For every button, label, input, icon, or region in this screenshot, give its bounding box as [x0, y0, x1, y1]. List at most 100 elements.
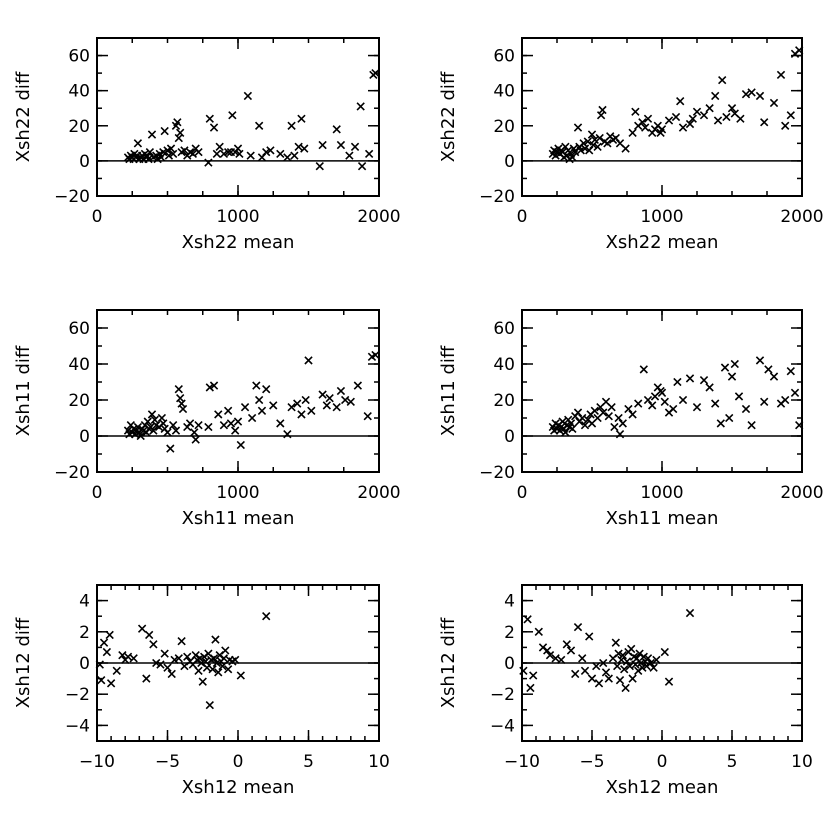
data-point [223, 147, 233, 157]
data-point [595, 133, 604, 143]
data-point [214, 668, 223, 677]
data-point [173, 118, 182, 127]
x-tick-label: 5 [303, 752, 314, 772]
data-point [611, 638, 620, 647]
data-point [218, 661, 227, 671]
y-tick-label: −4 [490, 716, 515, 736]
data-point [786, 367, 795, 376]
data-point [587, 130, 597, 139]
data-point [592, 661, 601, 671]
data-point [112, 666, 121, 675]
data-point [160, 649, 169, 658]
data-point [730, 359, 739, 369]
data-point [336, 386, 346, 396]
data-point [174, 654, 183, 663]
plot-frame [521, 309, 803, 473]
y-tick-label: 0 [79, 654, 90, 674]
x-axis-label: Xsh12 mean [606, 777, 719, 798]
data-point [231, 426, 240, 435]
data-point [205, 114, 214, 123]
data-point [194, 421, 203, 430]
data-point [580, 421, 590, 430]
data-point [685, 608, 695, 618]
data-point [211, 635, 220, 644]
data-point [587, 674, 597, 683]
x-axis-label: Xsh11 mean [182, 508, 295, 529]
data-point [356, 102, 365, 111]
data-point [171, 426, 181, 435]
data-point [601, 668, 611, 677]
data-point [147, 130, 157, 139]
data-point [168, 149, 178, 159]
data-point [543, 646, 552, 655]
data-point [332, 403, 341, 412]
data-point [657, 388, 667, 397]
data-point [95, 660, 104, 669]
x-tick-label: 1000 [216, 207, 259, 227]
data-point [190, 428, 199, 437]
data-point [643, 114, 653, 123]
data-point [180, 146, 189, 155]
data-point [545, 651, 555, 660]
data-point [747, 421, 756, 430]
data-point [223, 406, 233, 415]
y-tick-label: 2 [504, 623, 515, 643]
x-tick-label: 2000 [780, 207, 823, 227]
data-point [705, 104, 714, 113]
x-tick-label: −10 [504, 752, 540, 772]
y-tick-label: −20 [54, 187, 90, 207]
data-point [596, 111, 606, 120]
data-point [705, 383, 714, 392]
data-point [219, 421, 229, 430]
x-tick-label: 10 [368, 752, 390, 772]
y-tick-label: 60 [68, 319, 90, 339]
data-point [593, 142, 602, 152]
data-point [276, 149, 285, 159]
data-point [332, 125, 341, 134]
data-point [678, 395, 688, 405]
data-point [363, 412, 372, 421]
data-point [725, 413, 734, 423]
data-point [741, 90, 751, 99]
data-point [590, 135, 599, 144]
data-point [776, 70, 786, 80]
data-point [325, 394, 334, 403]
data-point [345, 151, 354, 160]
x-tick-label: 0 [517, 207, 528, 227]
data-point [634, 399, 643, 408]
data-point [176, 128, 185, 137]
data-point [322, 401, 331, 410]
data-point [573, 408, 583, 417]
x-tick-label: 0 [92, 483, 103, 503]
data-point [145, 630, 154, 640]
data-point [562, 640, 571, 649]
data-point [604, 412, 613, 421]
data-point [673, 377, 682, 387]
data-point [297, 410, 306, 419]
data-point [781, 395, 790, 405]
data-point [685, 119, 695, 129]
data-point [613, 661, 622, 671]
data-point [568, 153, 577, 162]
data-point [578, 654, 587, 663]
y-tick-label: −4 [65, 716, 90, 736]
data-point [209, 123, 219, 132]
y-tick-label: 4 [504, 592, 515, 612]
data-point [290, 151, 299, 160]
data-point [266, 146, 275, 155]
data-point [523, 615, 532, 624]
data-point [214, 410, 223, 419]
y-tick-label: 0 [504, 152, 515, 172]
data-point [685, 374, 695, 383]
data-point [209, 381, 219, 390]
data-point [164, 151, 174, 160]
data-point [350, 142, 360, 152]
data-point [201, 657, 210, 666]
data-point [790, 388, 800, 397]
chart-panel-xsh12-weighted: −10 −5 0 5 10 −4 −2 0 2 4 Xsh12 mean Xsh12 diff [438, 584, 813, 798]
data-point [212, 149, 222, 159]
data-point [269, 401, 278, 410]
